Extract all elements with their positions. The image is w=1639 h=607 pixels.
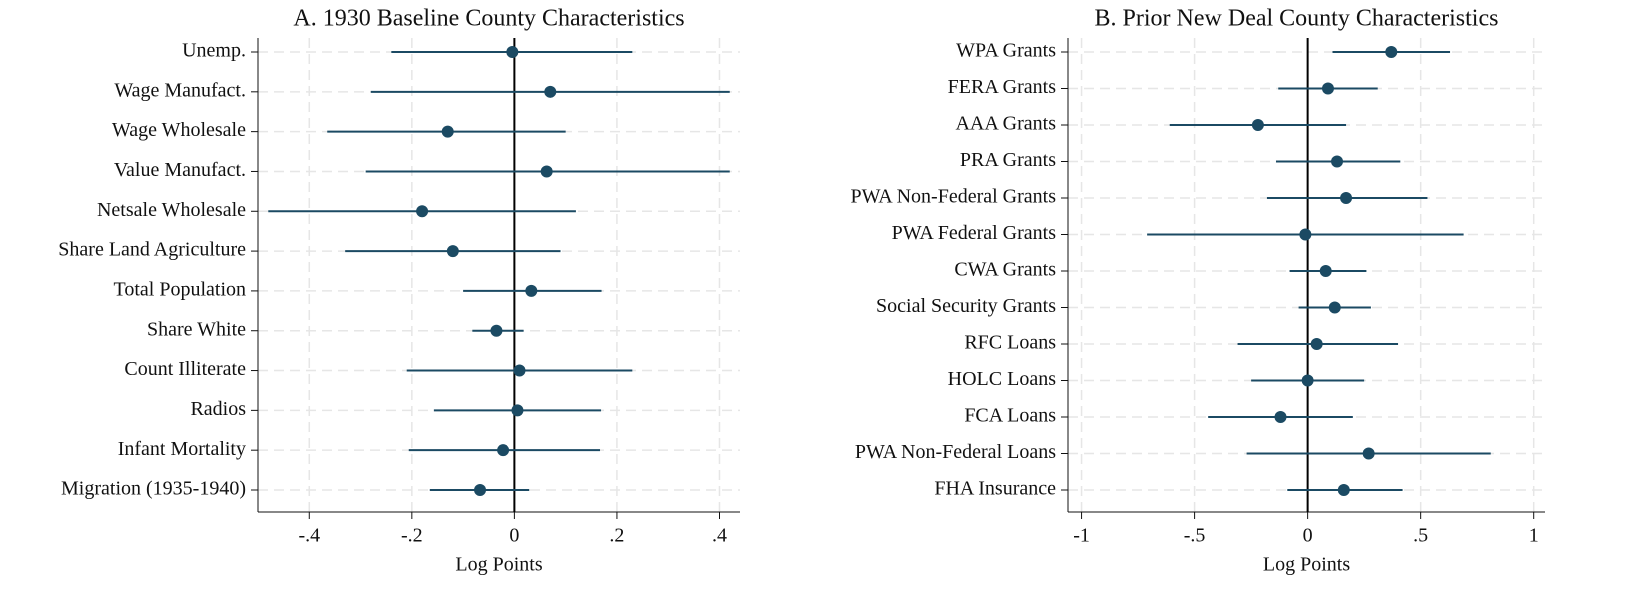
y-tick-label: Total Population bbox=[114, 279, 246, 301]
point-estimate bbox=[1301, 374, 1314, 387]
point-estimate bbox=[490, 324, 503, 337]
point-estimate bbox=[511, 404, 524, 417]
point-estimate bbox=[1328, 301, 1341, 314]
y-tick-label: Share White bbox=[147, 318, 246, 340]
y-tick-label: Infant Mortality bbox=[118, 438, 246, 460]
point-estimate bbox=[1385, 46, 1398, 58]
y-tick-label: HOLC Loans bbox=[948, 368, 1057, 390]
x-tick-label: -1 bbox=[1073, 525, 1090, 547]
point-estimate bbox=[1299, 228, 1312, 241]
point-estimate bbox=[1331, 155, 1344, 168]
y-tick-label: Netsale Wholesale bbox=[97, 199, 246, 221]
y-tick-label: PWA Non-Federal Loans bbox=[855, 441, 1056, 463]
y-tick-label: Count Illiterate bbox=[124, 358, 246, 380]
y-tick-label: Wage Wholesale bbox=[112, 119, 246, 141]
chart-title: B. Prior New Deal County Characteristics bbox=[1095, 6, 1499, 32]
x-tick-label: 0 bbox=[509, 525, 519, 547]
point-estimate bbox=[1251, 119, 1264, 131]
x-tick-label: -.4 bbox=[298, 525, 320, 547]
y-tick-label: FERA Grants bbox=[948, 76, 1057, 98]
y-tick-label: PWA Federal Grants bbox=[892, 222, 1057, 244]
y-tick-label: RFC Loans bbox=[964, 332, 1056, 354]
point-estimate bbox=[1337, 484, 1350, 496]
y-tick-label: WPA Grants bbox=[956, 40, 1056, 62]
y-tick-label: CWA Grants bbox=[954, 259, 1056, 281]
x-tick-label: .2 bbox=[609, 525, 624, 547]
point-estimate bbox=[1340, 192, 1353, 204]
point-estimate bbox=[474, 484, 487, 496]
y-tick-label: Share Land Agriculture bbox=[58, 239, 246, 261]
point-estimate bbox=[544, 85, 557, 98]
x-tick-label: 1 bbox=[1529, 525, 1539, 547]
point-estimate bbox=[540, 165, 553, 178]
x-tick-label: 0 bbox=[1303, 525, 1313, 547]
y-tick-label: Migration (1935-1940) bbox=[61, 478, 246, 500]
y-tick-label: Wage Manufact. bbox=[114, 79, 246, 101]
x-tick-label: -.5 bbox=[1184, 525, 1206, 547]
y-tick-label: PRA Grants bbox=[960, 149, 1056, 171]
y-tick-label: FCA Loans bbox=[964, 405, 1056, 427]
y-tick-label: Unemp. bbox=[182, 40, 246, 62]
point-estimate bbox=[497, 444, 510, 457]
point-estimate bbox=[1362, 447, 1375, 460]
x-tick-label: .5 bbox=[1413, 525, 1428, 547]
chart-title: A. 1930 Baseline County Characteristics bbox=[293, 6, 684, 32]
y-tick-label: PWA Non-Federal Grants bbox=[850, 186, 1056, 208]
y-tick-label: AAA Grants bbox=[955, 113, 1056, 135]
x-tick-label: -.2 bbox=[401, 525, 423, 547]
y-tick-label: Social Security Grants bbox=[876, 295, 1056, 317]
x-axis-label: Log Points bbox=[455, 554, 542, 576]
point-estimate bbox=[1321, 82, 1334, 95]
point-estimate bbox=[446, 245, 459, 258]
y-tick-label: Radios bbox=[190, 398, 246, 420]
x-tick-label: .4 bbox=[712, 525, 727, 547]
point-estimate bbox=[525, 284, 538, 297]
x-axis-label: Log Points bbox=[1263, 554, 1350, 576]
y-tick-label: Value Manufact. bbox=[114, 159, 246, 181]
point-estimate bbox=[1319, 265, 1332, 277]
point-estimate bbox=[1274, 411, 1287, 423]
point-estimate bbox=[416, 205, 429, 218]
point-estimate bbox=[1310, 338, 1323, 350]
point-estimate bbox=[441, 125, 454, 138]
point-estimate bbox=[513, 364, 526, 377]
y-tick-label: FHA Insurance bbox=[934, 478, 1056, 500]
point-estimate bbox=[506, 46, 519, 58]
